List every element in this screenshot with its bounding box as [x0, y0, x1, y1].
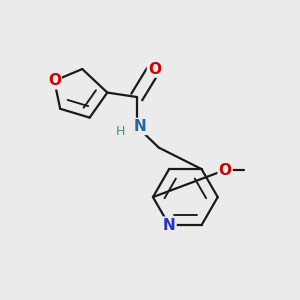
Text: O: O — [219, 163, 232, 178]
Text: O: O — [48, 73, 61, 88]
Text: N: N — [163, 218, 175, 233]
Text: N: N — [134, 119, 147, 134]
Text: O: O — [148, 61, 161, 76]
Text: H: H — [116, 125, 125, 138]
